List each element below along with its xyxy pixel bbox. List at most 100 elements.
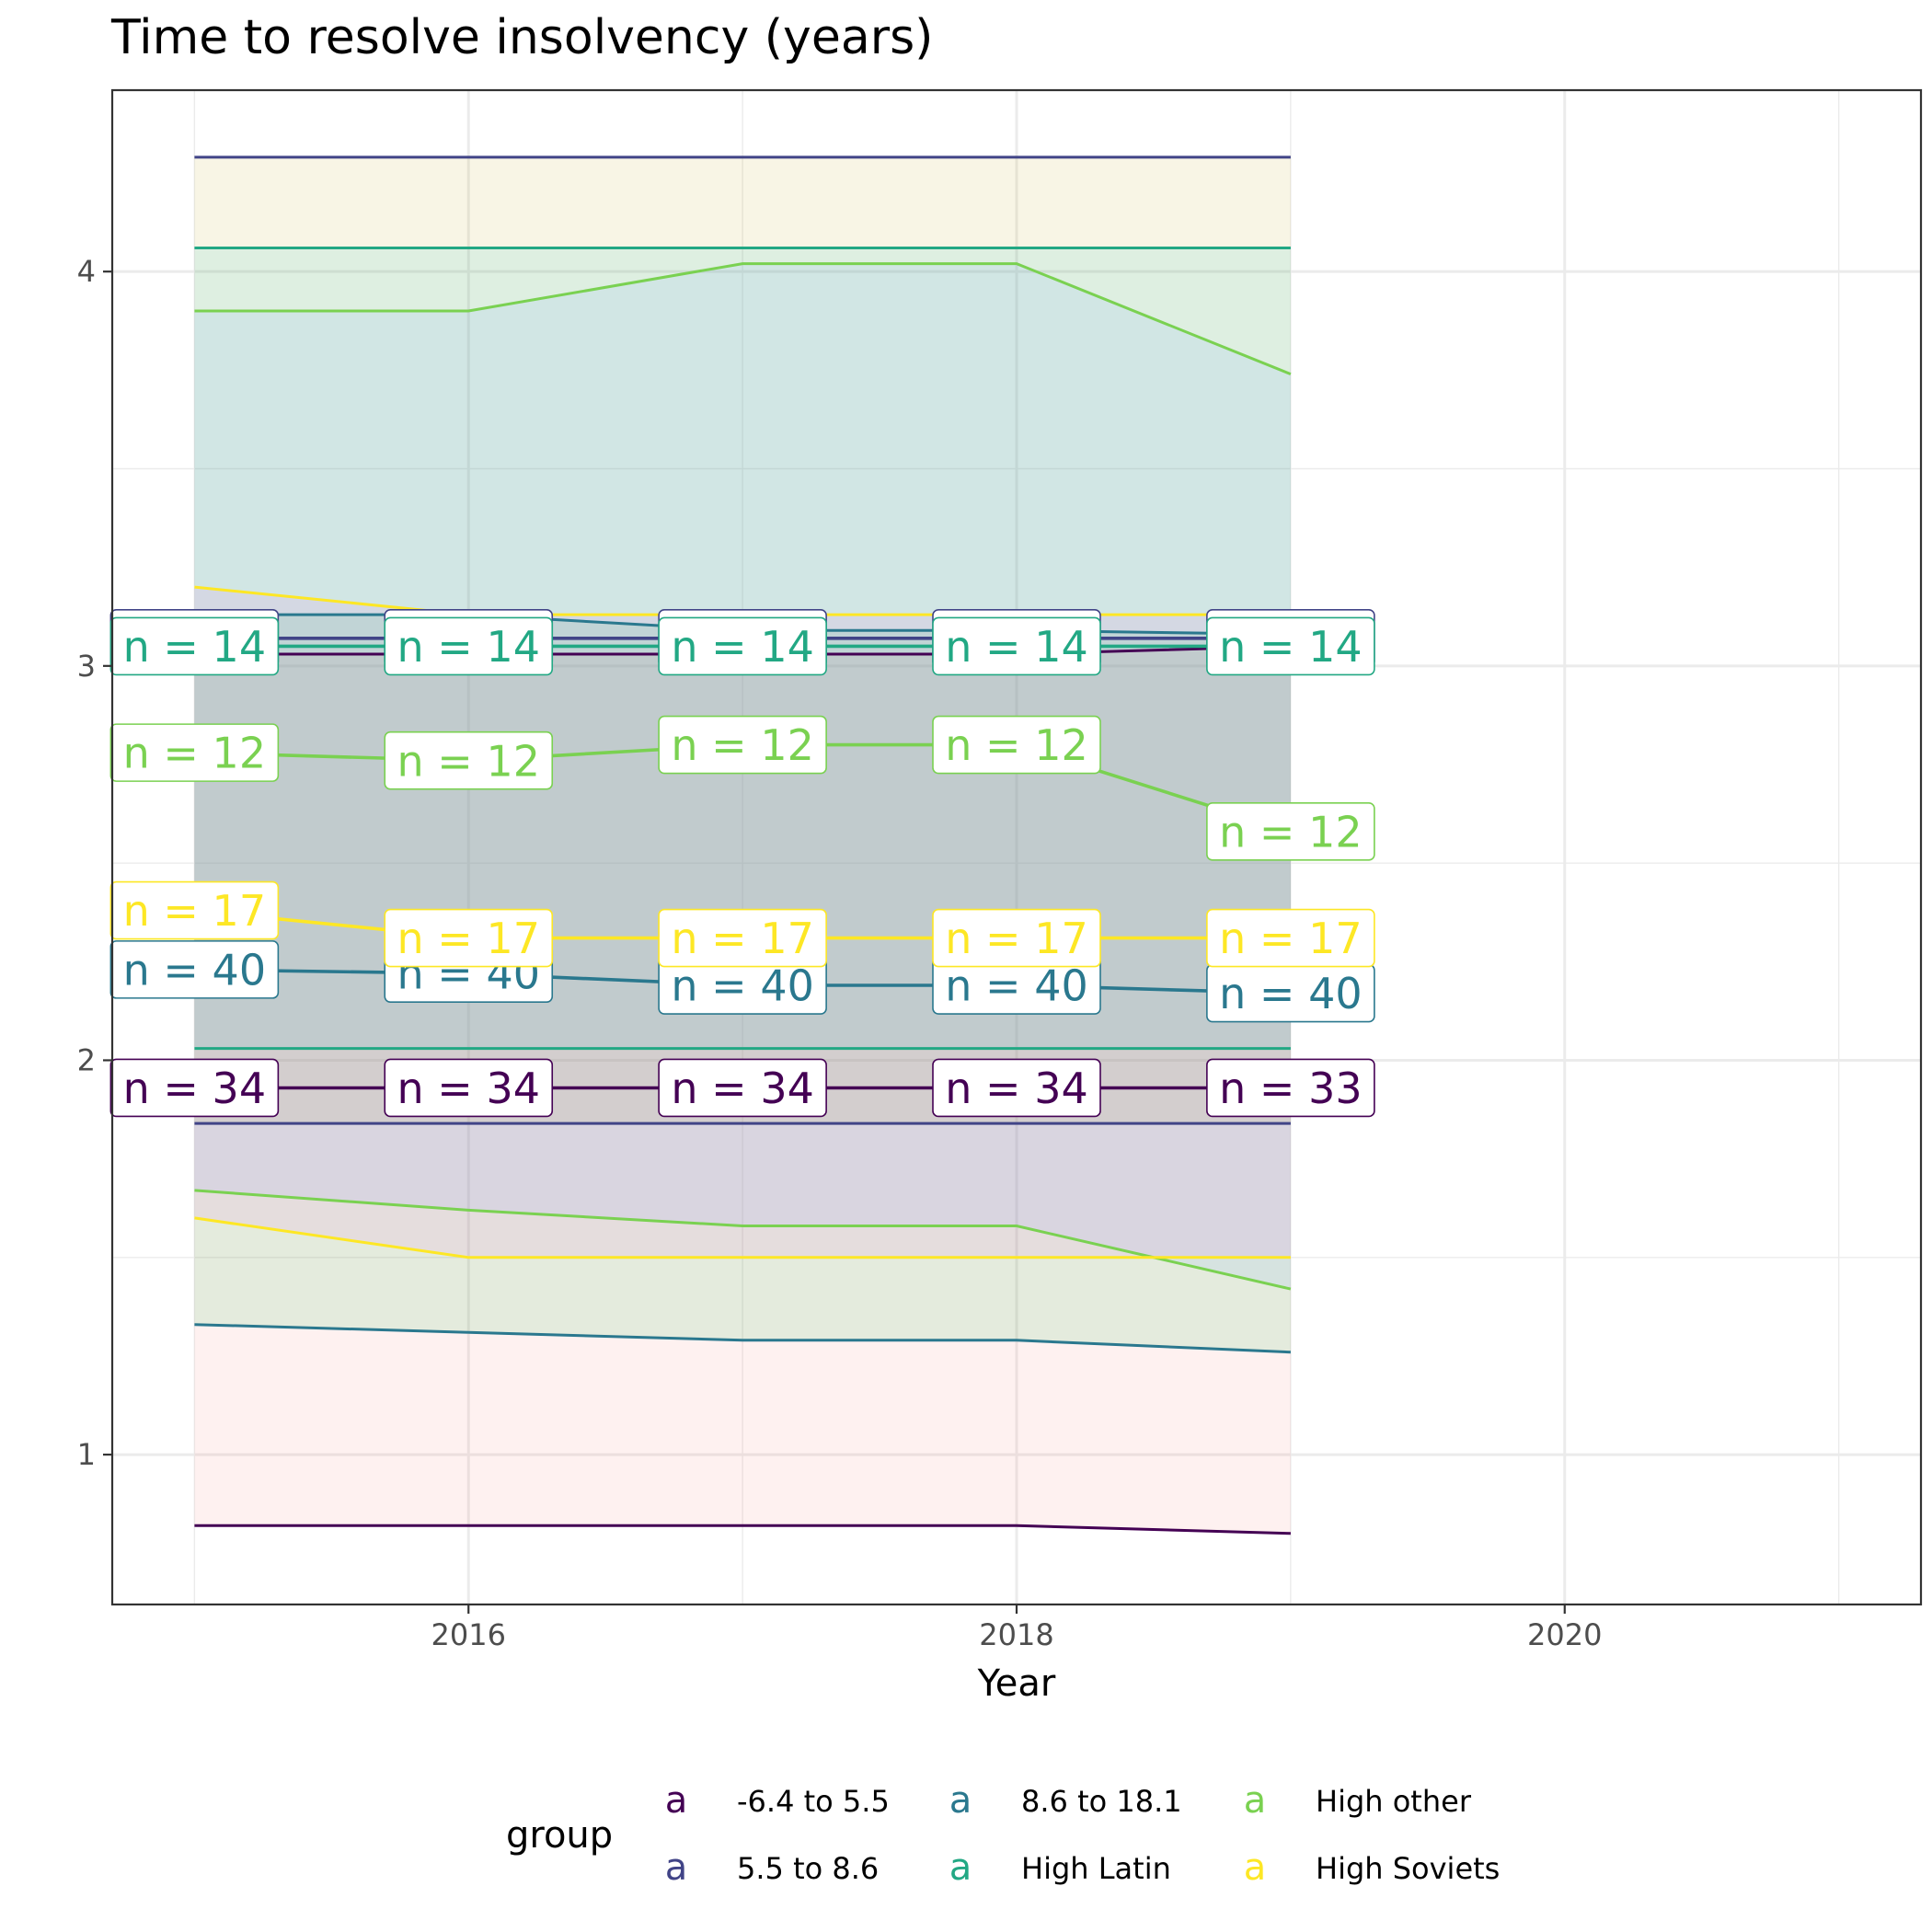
legend-item: a High other [1244,1779,1472,1822]
x-axis-title: Year [977,1662,1056,1705]
plot-panel: n = 34 n = 34 n = 34 n = 34 n = 33 n = 14 n = … [109,88,1923,1606]
point-label-box [932,1058,1101,1118]
point-label-text: n = 34 [397,1064,540,1113]
legend-key: a [1244,1779,1267,1822]
point-label-box [932,715,1101,775]
point-label: n = 17 [1206,908,1375,968]
point-label-box [109,616,280,676]
point-label-box [932,616,1101,676]
x-tick-label: 2020 [1527,1617,1602,1652]
point-label-text: n = 14 [1219,622,1362,672]
x-tick-label: 2016 [431,1617,506,1652]
bounds [194,155,1292,1535]
legend-item: a 5.5 to 8.6 [665,1846,880,1889]
point-label-text: n = 17 [397,914,540,963]
point-label: n = 33 [1206,1058,1375,1118]
point-label-box [1206,802,1375,861]
legend-label: -6.4 to 5.5 [737,1784,890,1819]
legend-key: a [949,1779,972,1822]
point-label-box [384,1058,554,1118]
point-label-box [384,616,554,676]
point-label: n = 12 [658,715,827,775]
point-label-box [109,880,280,940]
point-label-text: n = 33 [1219,1064,1362,1113]
point-label-box [658,1058,827,1118]
x-tick-label: 2018 [979,1617,1053,1652]
y-tick-label: 4 [77,254,96,289]
point-label-text: n = 40 [123,945,266,995]
legend-item: a High Latin [949,1846,1171,1889]
chart-title: Time to resolve insolvency (years) [110,10,933,65]
upper-bound-line [194,262,1292,375]
point-label: n = 17 [932,908,1101,968]
point-label: n = 14 [932,616,1101,676]
point-label-box [1206,616,1375,676]
legend-item: a -6.4 to 5.5 [665,1779,890,1822]
legend-title: group [506,1814,613,1857]
point-label-text: n = 40 [671,961,813,1011]
legend-entries: a -6.4 to 5.5 a 5.5 to 8.6 a 8.6 to 18.1 a High… [665,1779,1501,1889]
point-label: n = 17 [109,880,280,940]
point-label: n = 17 [384,908,554,968]
point-label: n = 40 [1206,963,1375,1023]
point-label-box [109,1058,280,1118]
lower-bound-line [194,1189,1292,1291]
point-label-text: n = 17 [945,914,1087,963]
point-label-box [384,908,554,968]
point-label-text: n = 34 [945,1064,1087,1113]
legend-item: a High Soviets [1244,1846,1501,1889]
point-label-text: n = 14 [397,622,540,672]
point-label: n = 40 [109,940,280,999]
legend-item: a 8.6 to 18.1 [949,1779,1182,1822]
point-label-text: n = 14 [123,622,266,672]
point-label-box [1206,908,1375,968]
point-label: n = 14 [109,616,280,676]
point-label-box [109,723,280,782]
legend-key: a [665,1846,688,1889]
point-label-text: n = 12 [397,736,540,786]
point-label: n = 40 [932,956,1101,1015]
ribbon [194,263,1291,1290]
point-label-text: n = 34 [671,1064,813,1113]
legend-label: 5.5 to 8.6 [737,1851,879,1886]
point-label: n = 12 [932,715,1101,775]
legend-label: High other [1316,1784,1472,1819]
legend: group a -6.4 to 5.5 a 5.5 to 8.6 a 8.6 to 18.… [506,1779,1500,1889]
point-label-box [658,616,827,676]
point-label-text: n = 17 [671,914,813,963]
point-label-box [932,908,1101,968]
point-label: n = 17 [658,908,827,968]
point-label: n = 14 [658,616,827,676]
point-label-text: n = 12 [671,720,813,770]
point-label-text: n = 17 [123,886,266,936]
point-label-text: n = 12 [1219,807,1362,857]
point-labels: n = 34 n = 34 n = 34 n = 34 n = 33 n = 14 n = … [109,609,1375,1118]
point-label-box [109,940,280,999]
point-label-text: n = 17 [1219,914,1362,963]
legend-label: High Latin [1021,1851,1171,1886]
lower-bound-line [194,1216,1291,1259]
point-label: n = 34 [658,1058,827,1118]
point-label: n = 34 [109,1058,280,1118]
legend-key: a [1244,1846,1267,1889]
point-label-text: n = 14 [945,622,1087,672]
ribbons [194,156,1291,1534]
point-label: n = 34 [932,1058,1101,1118]
y-tick-label: 1 [77,1437,96,1472]
point-label: n = 14 [384,616,554,676]
y-tick-label: 2 [77,1042,96,1077]
point-label-text: n = 14 [671,622,813,672]
x-axis: 2016 2018 2020 [431,1604,1602,1652]
point-label: n = 12 [109,723,280,782]
grid-major [112,90,1921,1604]
legend-label: 8.6 to 18.1 [1021,1784,1182,1819]
y-axis: 1 2 3 4 [77,254,112,1472]
y-tick-label: 3 [77,649,96,684]
point-label-box [658,908,827,968]
legend-key: a [949,1846,972,1889]
point-label-box [1206,1058,1375,1118]
point-label-text: n = 12 [945,720,1087,770]
legend-key: a [665,1779,688,1822]
point-label-box [658,715,827,775]
